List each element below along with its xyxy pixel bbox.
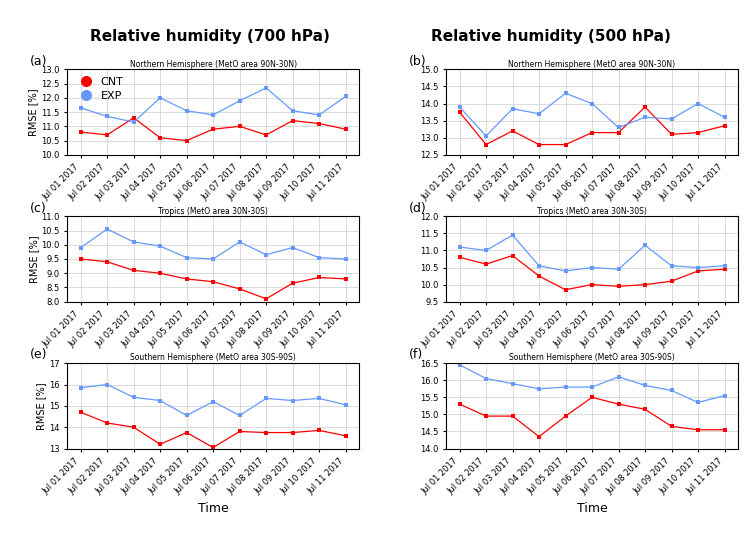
Title: Tropics (MetO area 30N-30S): Tropics (MetO area 30N-30S) (158, 207, 268, 216)
Y-axis label: RMSE [%]: RMSE [%] (37, 382, 46, 430)
X-axis label: Time: Time (577, 501, 607, 515)
Text: Relative humidity (700 hPa): Relative humidity (700 hPa) (90, 29, 330, 44)
Text: (e): (e) (29, 349, 47, 362)
Title: Southern Hemisphere (MetO area 30S-90S): Southern Hemisphere (MetO area 30S-90S) (509, 354, 675, 363)
Title: Tropics (MetO area 30N-30S): Tropics (MetO area 30N-30S) (537, 207, 647, 216)
Title: Northern Hemisphere (MetO area 90N-30N): Northern Hemisphere (MetO area 90N-30N) (130, 60, 297, 69)
Text: (b): (b) (408, 54, 426, 68)
Title: Northern Hemisphere (MetO area 90N-30N): Northern Hemisphere (MetO area 90N-30N) (509, 60, 676, 69)
Legend: CNT, EXP: CNT, EXP (73, 75, 126, 103)
Text: (c): (c) (29, 202, 46, 215)
Text: (a): (a) (29, 54, 47, 68)
Text: (d): (d) (408, 202, 426, 215)
Text: Relative humidity (500 hPa): Relative humidity (500 hPa) (431, 29, 670, 44)
Text: (f): (f) (408, 349, 422, 362)
Y-axis label: RMSE [%]: RMSE [%] (28, 88, 38, 136)
Title: Southern Hemisphere (MetO area 30S-90S): Southern Hemisphere (MetO area 30S-90S) (130, 354, 296, 363)
Y-axis label: RMSE [%]: RMSE [%] (28, 235, 39, 283)
X-axis label: Time: Time (198, 501, 228, 515)
